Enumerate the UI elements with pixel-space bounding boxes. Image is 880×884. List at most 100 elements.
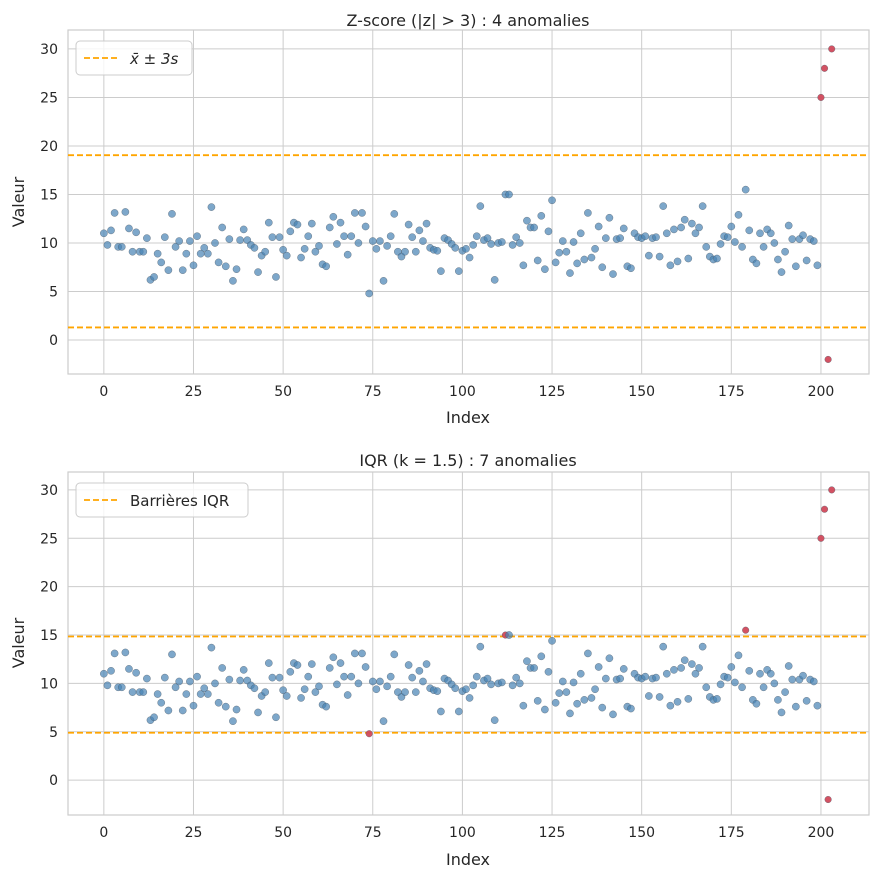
data-point <box>164 706 173 715</box>
data-point <box>662 669 671 678</box>
data-point <box>110 209 119 217</box>
data-point <box>103 241 112 249</box>
data-point <box>343 691 352 699</box>
data-point <box>469 681 478 690</box>
data-point <box>770 239 779 247</box>
data-point <box>745 226 754 235</box>
data-point <box>221 262 230 271</box>
data-point <box>727 222 736 231</box>
anomaly-point <box>365 730 373 738</box>
data-point <box>347 232 356 241</box>
data-point <box>734 651 743 660</box>
data-point <box>487 680 495 689</box>
data-point <box>713 254 721 263</box>
data-point <box>200 244 209 252</box>
y-tick-label: 15 <box>40 187 58 203</box>
data-point <box>605 654 614 663</box>
data-point <box>666 261 675 270</box>
data-point <box>562 688 571 696</box>
y-tick-label: 0 <box>49 773 58 789</box>
data-point <box>311 247 320 256</box>
data-point <box>781 247 789 256</box>
y-tick-label: 30 <box>40 483 58 499</box>
data-point <box>476 202 485 210</box>
data-point <box>490 276 499 284</box>
data-point <box>731 238 739 246</box>
data-point <box>171 683 180 692</box>
data-point <box>401 247 409 256</box>
data-point <box>759 683 768 692</box>
data-point <box>139 247 148 256</box>
data-point <box>799 671 807 680</box>
y-tick-label: 20 <box>40 580 58 596</box>
iqr-subplot: IQR (k = 1.5) : 7 anomalies Index Valeur… <box>9 451 870 869</box>
data-point <box>293 661 302 669</box>
data-point <box>404 220 413 229</box>
data-point <box>551 258 560 267</box>
anomaly-point <box>828 486 836 494</box>
data-point <box>788 675 797 684</box>
data-point <box>164 266 173 275</box>
data-point <box>738 243 746 251</box>
chart-title: IQR (k = 1.5) : 7 anomalies <box>359 451 576 470</box>
data-point <box>383 242 391 250</box>
data-point <box>379 276 388 285</box>
data-point <box>698 642 707 651</box>
data-point <box>193 232 201 241</box>
anomaly-point <box>817 534 825 542</box>
data-point <box>813 261 822 270</box>
data-point <box>143 234 151 242</box>
data-point <box>584 649 592 658</box>
data-point <box>128 247 137 256</box>
data-point <box>433 246 442 255</box>
data-point <box>537 652 546 661</box>
data-point <box>411 688 420 696</box>
data-point <box>734 211 743 219</box>
data-point <box>110 649 119 658</box>
data-point <box>178 706 187 715</box>
data-point <box>121 648 130 657</box>
data-point <box>153 690 162 698</box>
data-point <box>329 212 338 221</box>
data-point <box>128 688 137 696</box>
data-point <box>368 237 377 245</box>
data-point <box>311 688 320 696</box>
data-point <box>333 680 341 689</box>
data-point <box>307 660 316 668</box>
data-point <box>239 225 248 234</box>
data-point <box>361 663 370 671</box>
data-point <box>107 226 115 235</box>
data-point <box>336 218 345 227</box>
y-tick-label: 30 <box>40 42 58 58</box>
data-point <box>799 231 807 240</box>
x-tick-label: 175 <box>718 825 745 841</box>
data-point <box>272 713 280 722</box>
data-point <box>189 261 198 270</box>
anomaly-point <box>820 64 829 72</box>
data-point <box>530 223 538 232</box>
data-point <box>422 660 431 668</box>
data-point <box>756 669 764 678</box>
data-point <box>659 642 668 651</box>
data-point <box>229 717 237 725</box>
data-point <box>297 694 305 702</box>
data-point <box>354 679 363 688</box>
plot-frame <box>67 471 870 816</box>
y-tick-label: 25 <box>40 90 58 106</box>
data-point <box>157 698 166 707</box>
data-point <box>609 270 617 278</box>
data-point <box>107 666 115 675</box>
data-point <box>662 229 671 238</box>
data-point <box>411 247 420 256</box>
data-point <box>264 659 273 667</box>
data-point <box>566 269 574 277</box>
data-point <box>752 699 761 708</box>
data-point <box>519 261 528 270</box>
data-point <box>186 237 194 245</box>
data-point <box>698 202 707 210</box>
data-point <box>451 684 460 693</box>
data-point <box>100 669 108 678</box>
data-point <box>451 244 460 252</box>
data-point <box>401 688 409 696</box>
data-point <box>268 673 277 682</box>
